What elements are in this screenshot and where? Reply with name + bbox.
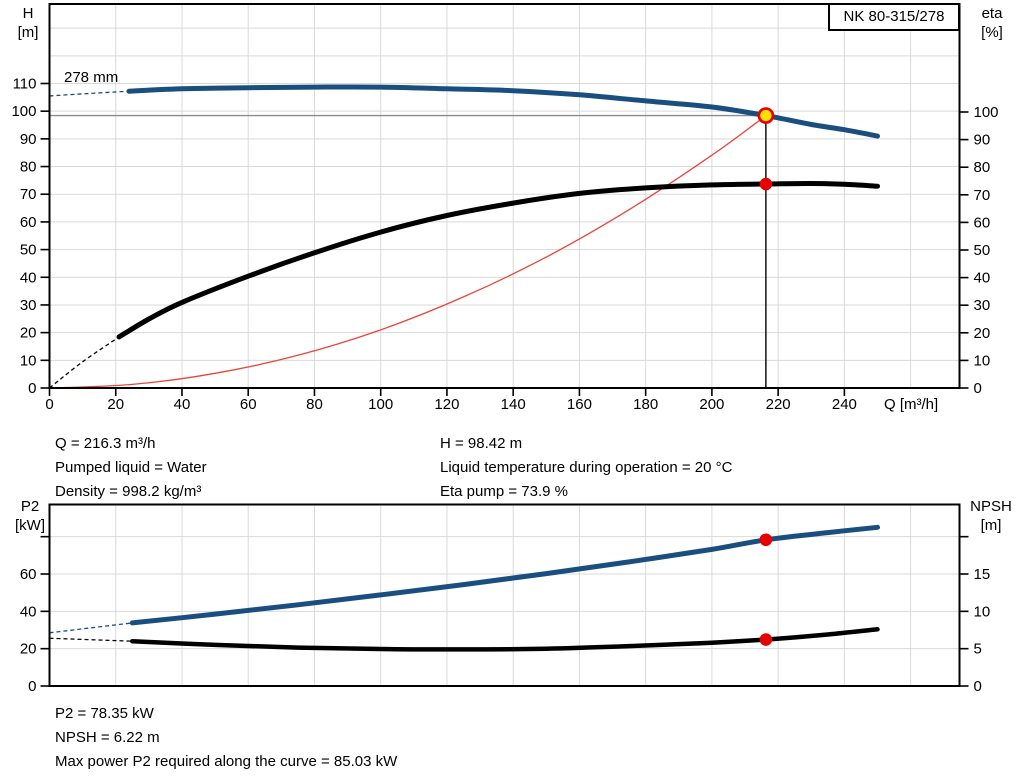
pump-type-box: NK 80-315/278 bbox=[828, 3, 960, 31]
duty-flow-text: Q = 216.3 m³/h bbox=[55, 435, 156, 452]
q-axis-unit-label: Q [m³/h] bbox=[884, 396, 939, 413]
duty-point-marker[interactable] bbox=[757, 107, 775, 124]
npsh-curve-extrapolation bbox=[49, 637, 133, 642]
pumped-liquid-text: Pumped liquid = Water bbox=[55, 459, 207, 476]
h-axis-tick-label: 40 bbox=[20, 269, 37, 286]
q-axis-tick-label: 20 bbox=[107, 396, 124, 413]
h-axis-tick-label: 60 bbox=[20, 214, 37, 231]
q-axis-tick-label: 100 bbox=[368, 396, 393, 413]
eta-axis-tick-label: 70 bbox=[974, 187, 991, 204]
h-axis-tick-label: 100 bbox=[11, 103, 36, 120]
q-axis-tick-label: 160 bbox=[567, 396, 592, 413]
eta-axis-tick-label: 100 bbox=[974, 104, 999, 121]
efficiency-duty-dot[interactable] bbox=[759, 177, 773, 191]
eta-axis-tick-label: 30 bbox=[974, 297, 991, 314]
npsh-duty-dot[interactable] bbox=[759, 633, 773, 646]
q-axis-tick-label: 0 bbox=[45, 396, 53, 413]
h-axis-tick-label: 90 bbox=[20, 131, 37, 148]
efficiency-curve bbox=[116, 180, 880, 340]
p2-duty-dot[interactable] bbox=[759, 533, 773, 547]
h-axis-tick-label: 110 bbox=[13, 75, 37, 92]
q-axis-tick-label: 140 bbox=[501, 396, 526, 413]
top-chart-frame bbox=[48, 3, 961, 389]
q-axis-tick-label: 200 bbox=[699, 396, 724, 413]
eta-axis-tick-label: 90 bbox=[974, 132, 991, 149]
q-axis-tick-label: 240 bbox=[832, 396, 857, 413]
npsh-axis-unit-label: NPSH [m] bbox=[970, 498, 1012, 534]
p2-axis-tick-label: 60 bbox=[20, 566, 37, 583]
p2-axis-tick-label: 40 bbox=[20, 603, 37, 620]
npsh-axis-tick-label: 15 bbox=[974, 566, 991, 583]
npsh-axis-tick-label: 10 bbox=[974, 603, 991, 620]
eta-pump-text: Eta pump = 73.9 % bbox=[440, 483, 568, 500]
npsh-value-text: NPSH = 6.22 m bbox=[55, 729, 160, 746]
head-curve-278mm-extrapolation bbox=[49, 90, 130, 97]
eta-axis-tick-label: 50 bbox=[974, 242, 991, 259]
liquid-temperature-text: Liquid temperature during operation = 20… bbox=[440, 459, 733, 476]
h-axis-tick-label: 20 bbox=[20, 325, 37, 342]
q-axis-tick-label: 40 bbox=[174, 396, 191, 413]
h-axis-tick-label: 10 bbox=[20, 352, 37, 369]
h-axis-tick-label: 30 bbox=[20, 297, 37, 314]
p2-curve-extrapolation bbox=[49, 622, 133, 634]
impeller-diameter-label: 278 mm bbox=[64, 69, 119, 86]
p2-axis-tick-label: 0 bbox=[28, 678, 36, 695]
max-power-text: Max power P2 required along the curve = … bbox=[55, 753, 398, 770]
h-axis-tick-label: 0 bbox=[28, 380, 36, 397]
h-axis-tick-label: 80 bbox=[20, 159, 37, 176]
q-axis-tick-label: 180 bbox=[633, 396, 658, 413]
eta-axis-tick-label: 40 bbox=[974, 270, 991, 287]
q-axis-tick-label: 80 bbox=[306, 396, 323, 413]
eta-axis-tick-label: 0 bbox=[974, 380, 982, 397]
bottom-chart-frame bbox=[48, 503, 961, 687]
q-axis-tick-label: 60 bbox=[240, 396, 257, 413]
q-axis-tick-label: 220 bbox=[766, 396, 791, 413]
q-axis-tick-label: 120 bbox=[434, 396, 459, 413]
eta-axis-unit-label: eta [%] bbox=[981, 5, 1003, 41]
eta-axis-tick-label: 10 bbox=[974, 352, 991, 369]
head-curve-278mm bbox=[126, 84, 880, 139]
npsh-axis-tick-label: 5 bbox=[974, 641, 982, 658]
h-axis-tick-label: 50 bbox=[20, 242, 37, 259]
density-text: Density = 998.2 kg/m³ bbox=[55, 483, 202, 500]
eta-axis-tick-label: 20 bbox=[974, 325, 991, 342]
eta-axis-tick-label: 60 bbox=[974, 214, 991, 231]
efficiency-curve-extrapolation bbox=[49, 336, 120, 389]
h-axis-unit-label: H [m] bbox=[17, 5, 39, 41]
h-axis-tick-label: 70 bbox=[20, 186, 37, 203]
duty-head-text: H = 98.42 m bbox=[440, 435, 523, 452]
npsh-axis-tick-label: 0 bbox=[974, 678, 982, 695]
p2-axis-unit-label: P2 [kW] bbox=[15, 498, 45, 534]
p2-value-text: P2 = 78.35 kW bbox=[55, 705, 154, 722]
system-curve bbox=[48, 114, 767, 389]
eta-axis-tick-label: 80 bbox=[974, 159, 991, 176]
p2-axis-tick-label: 20 bbox=[20, 641, 37, 658]
